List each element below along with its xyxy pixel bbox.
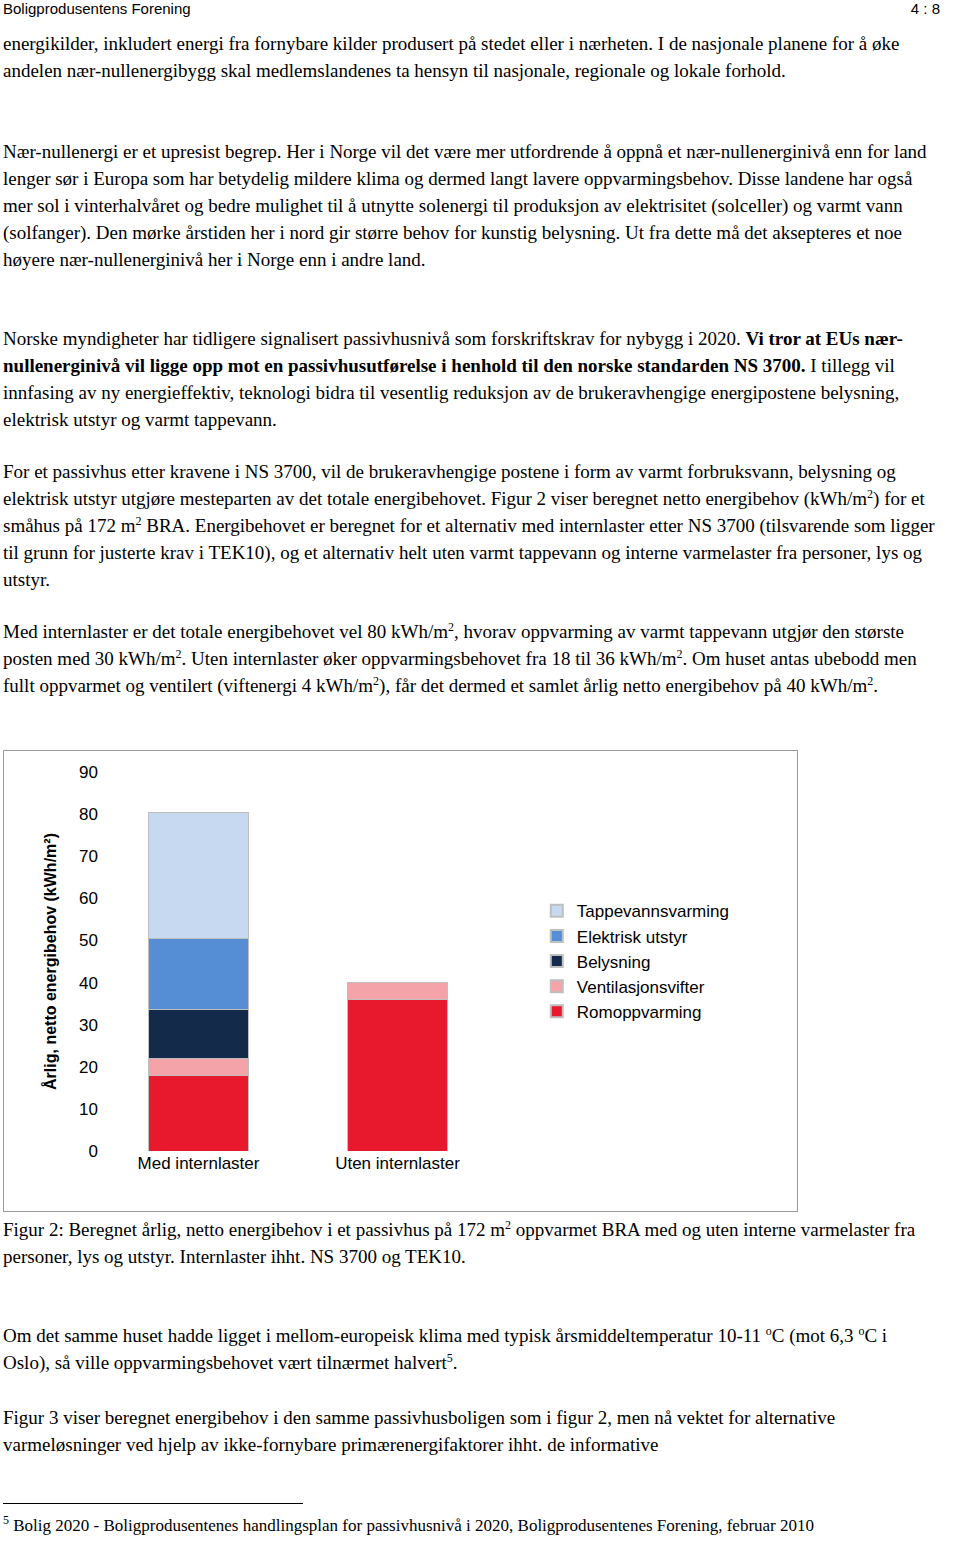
svg-text:Elektrisk utstyr: Elektrisk utstyr	[577, 928, 688, 947]
svg-text:Med internlaster: Med internlaster	[138, 1154, 260, 1173]
html-text:For et passivhus etter kravene: For et passivhus etter kravene i NS 3700…	[3, 461, 935, 590]
svg-text:Belysning: Belysning	[577, 953, 651, 972]
svg-text:60: 60	[79, 889, 98, 908]
svg-text:50: 50	[79, 931, 98, 950]
svg-text:Ventilasjonsvifter: Ventilasjonsvifter	[577, 978, 705, 997]
html-text:Figur 3 viser beregnet energib: Figur 3 viser beregnet energibehov i den…	[3, 1407, 836, 1455]
svg-text:70: 70	[79, 847, 98, 866]
html-text:Boligprodusentens Forening: Boligprodusentens Forening	[3, 0, 191, 17]
html-text:5Bolig 2020 - Boligprodusenten: 5Bolig 2020 - Boligprodusentenes handlin…	[3, 1513, 814, 1535]
svg-text:Årlig, netto energibehov (kWh/: Årlig, netto energibehov (kWh/m²)	[41, 833, 59, 1090]
html-text:Norske myndigheter har tidlige: Norske myndigheter har tidligere signali…	[3, 328, 903, 430]
svg-text:90: 90	[79, 763, 98, 782]
svg-text:10: 10	[79, 1100, 98, 1119]
html-text:Figur 2: Beregnet årlig, netto: Figur 2: Beregnet årlig, netto energibeh…	[3, 1218, 916, 1267]
svg-text:80: 80	[79, 805, 98, 824]
html-text:Nær-nullenergi er et upresist: Nær-nullenergi er et upresist begrep. He…	[3, 141, 927, 270]
svg-text:20: 20	[79, 1058, 98, 1077]
svg-text:Romoppvarming: Romoppvarming	[577, 1003, 702, 1022]
html-text:4 : 8: 4 : 8	[910, 0, 940, 17]
html-text:Med internlaster er det totale: Med internlaster er det totale energibeh…	[3, 620, 917, 696]
svg-text:40: 40	[79, 974, 98, 993]
html-text:energikilder, inkludert energi: energikilder, inkludert energi fra forny…	[3, 33, 900, 81]
svg-text:30: 30	[79, 1016, 98, 1035]
html-text:Om det samme huset hadde ligge: Om det samme huset hadde ligget i mellom…	[3, 1324, 888, 1373]
svg-text:Tappevannsvarming: Tappevannsvarming	[577, 902, 729, 921]
svg-text:Uten internlaster: Uten internlaster	[335, 1154, 460, 1173]
svg-text:0: 0	[89, 1142, 98, 1161]
